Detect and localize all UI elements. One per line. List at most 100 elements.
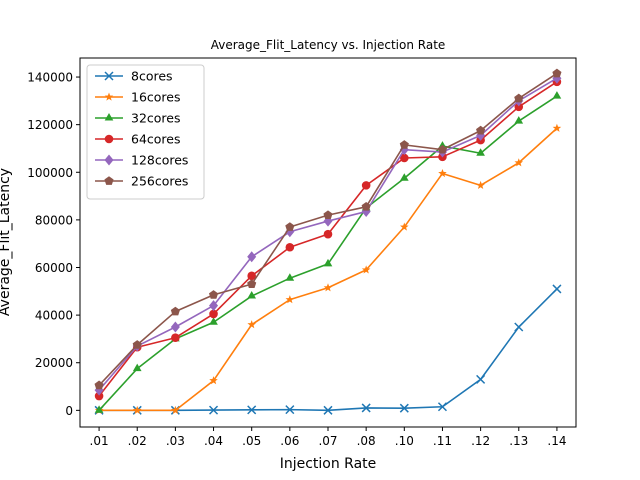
data-point (476, 125, 486, 135)
data-point (247, 291, 257, 299)
data-point (514, 102, 524, 112)
y-axis-label: Average_Flit_Latency (0, 168, 13, 316)
legend-label: 128cores (131, 153, 188, 168)
data-point (476, 180, 485, 190)
data-point (476, 374, 486, 384)
legend-item-64cores: 64cores (95, 132, 181, 147)
x-tick-label: .03 (166, 434, 185, 448)
data-point (552, 91, 562, 99)
data-point (323, 229, 333, 239)
data-point (285, 295, 295, 304)
data-point (438, 168, 447, 178)
data-point (361, 201, 371, 211)
legend-marker (104, 71, 114, 81)
data-point (400, 153, 409, 163)
legend-marker (104, 134, 114, 144)
x-tick-label: .08 (357, 434, 376, 448)
series-line-8cores (99, 288, 558, 412)
data-point (361, 403, 371, 413)
x-axis: .01 .02 .03 .04 .05 .06 .07 .08 .10 .11 .12 .13 .14 (90, 427, 566, 448)
data-point (285, 405, 295, 415)
legend-marker (104, 113, 114, 121)
x-tick-label: .12 (471, 434, 490, 448)
y-axis: 0 20000 40000 60000 80000 100000 120000 140000 (27, 71, 80, 418)
legend-marker (104, 154, 114, 166)
x-tick-label: .11 (433, 434, 452, 448)
data-point (399, 140, 409, 149)
x-tick-label: .04 (204, 434, 223, 448)
data-point (514, 116, 524, 124)
data-point (437, 402, 447, 412)
plot-area (94, 68, 562, 415)
data-point (514, 322, 524, 332)
data-point (400, 222, 409, 231)
y-tick-label: 100000 (27, 166, 73, 180)
y-tick-label: 20000 (35, 356, 73, 370)
series-8cores (94, 284, 562, 415)
data-point (323, 210, 333, 220)
y-tick-label: 80000 (35, 213, 73, 227)
x-tick-label: .13 (509, 434, 528, 448)
data-point (209, 309, 218, 319)
data-point (552, 123, 562, 132)
y-tick-label: 40000 (35, 309, 73, 323)
data-point (132, 363, 142, 372)
data-point (247, 320, 256, 329)
data-point (399, 173, 409, 181)
data-point (171, 405, 180, 414)
data-point (361, 181, 371, 190)
x-tick-label: .05 (242, 434, 261, 448)
legend-label: 64cores (131, 132, 181, 147)
data-point (209, 317, 218, 325)
data-point (285, 242, 295, 252)
data-point (132, 340, 142, 349)
data-point (170, 321, 180, 333)
data-point (94, 380, 104, 390)
data-point (247, 271, 256, 281)
data-point (399, 403, 409, 413)
data-point (209, 300, 219, 312)
data-point (247, 251, 257, 263)
legend: 8cores 16cores 32cores 64cores 128cores 256co… (86, 64, 205, 200)
series-256cores (94, 68, 562, 390)
x-tick-label: .06 (280, 434, 299, 448)
chart-title: Average_Flit_Latency vs. Injection Rate (211, 38, 446, 52)
data-point (361, 265, 371, 274)
data-point (209, 376, 218, 385)
data-point (323, 283, 333, 292)
legend-label: 16cores (131, 90, 181, 105)
x-axis-label: Injection Rate (280, 456, 377, 472)
legend-marker (104, 176, 114, 185)
y-tick-label: 140000 (27, 71, 73, 85)
x-tick-label: .10 (395, 434, 414, 448)
legend-item-32cores: 32cores (95, 111, 181, 126)
legend-box (86, 64, 205, 200)
data-point (247, 279, 257, 289)
data-point (132, 405, 142, 414)
x-tick-label: .02 (128, 434, 147, 448)
data-point (171, 333, 180, 343)
legend-label: 32cores (131, 111, 181, 126)
legend-marker (104, 92, 114, 101)
data-point (476, 148, 485, 156)
legend-item-8cores: 8cores (95, 69, 173, 84)
data-point (514, 93, 524, 103)
x-tick-label: .07 (318, 434, 337, 448)
data-point (552, 68, 562, 78)
legend-item-128cores: 128cores (95, 153, 188, 168)
data-point (247, 405, 257, 415)
legend-label: 256cores (131, 174, 188, 189)
data-point (209, 405, 219, 415)
data-point (170, 306, 180, 316)
data-point (94, 405, 104, 413)
x-tick-label: .14 (547, 434, 566, 448)
data-point (437, 144, 448, 154)
y-tick-label: 120000 (27, 118, 73, 132)
legend-item-256cores: 256cores (95, 174, 188, 189)
data-point (552, 284, 562, 294)
data-point (94, 391, 104, 401)
legend-item-16cores: 16cores (95, 90, 181, 105)
y-tick-label: 60000 (35, 261, 73, 275)
series-16cores (94, 123, 562, 414)
